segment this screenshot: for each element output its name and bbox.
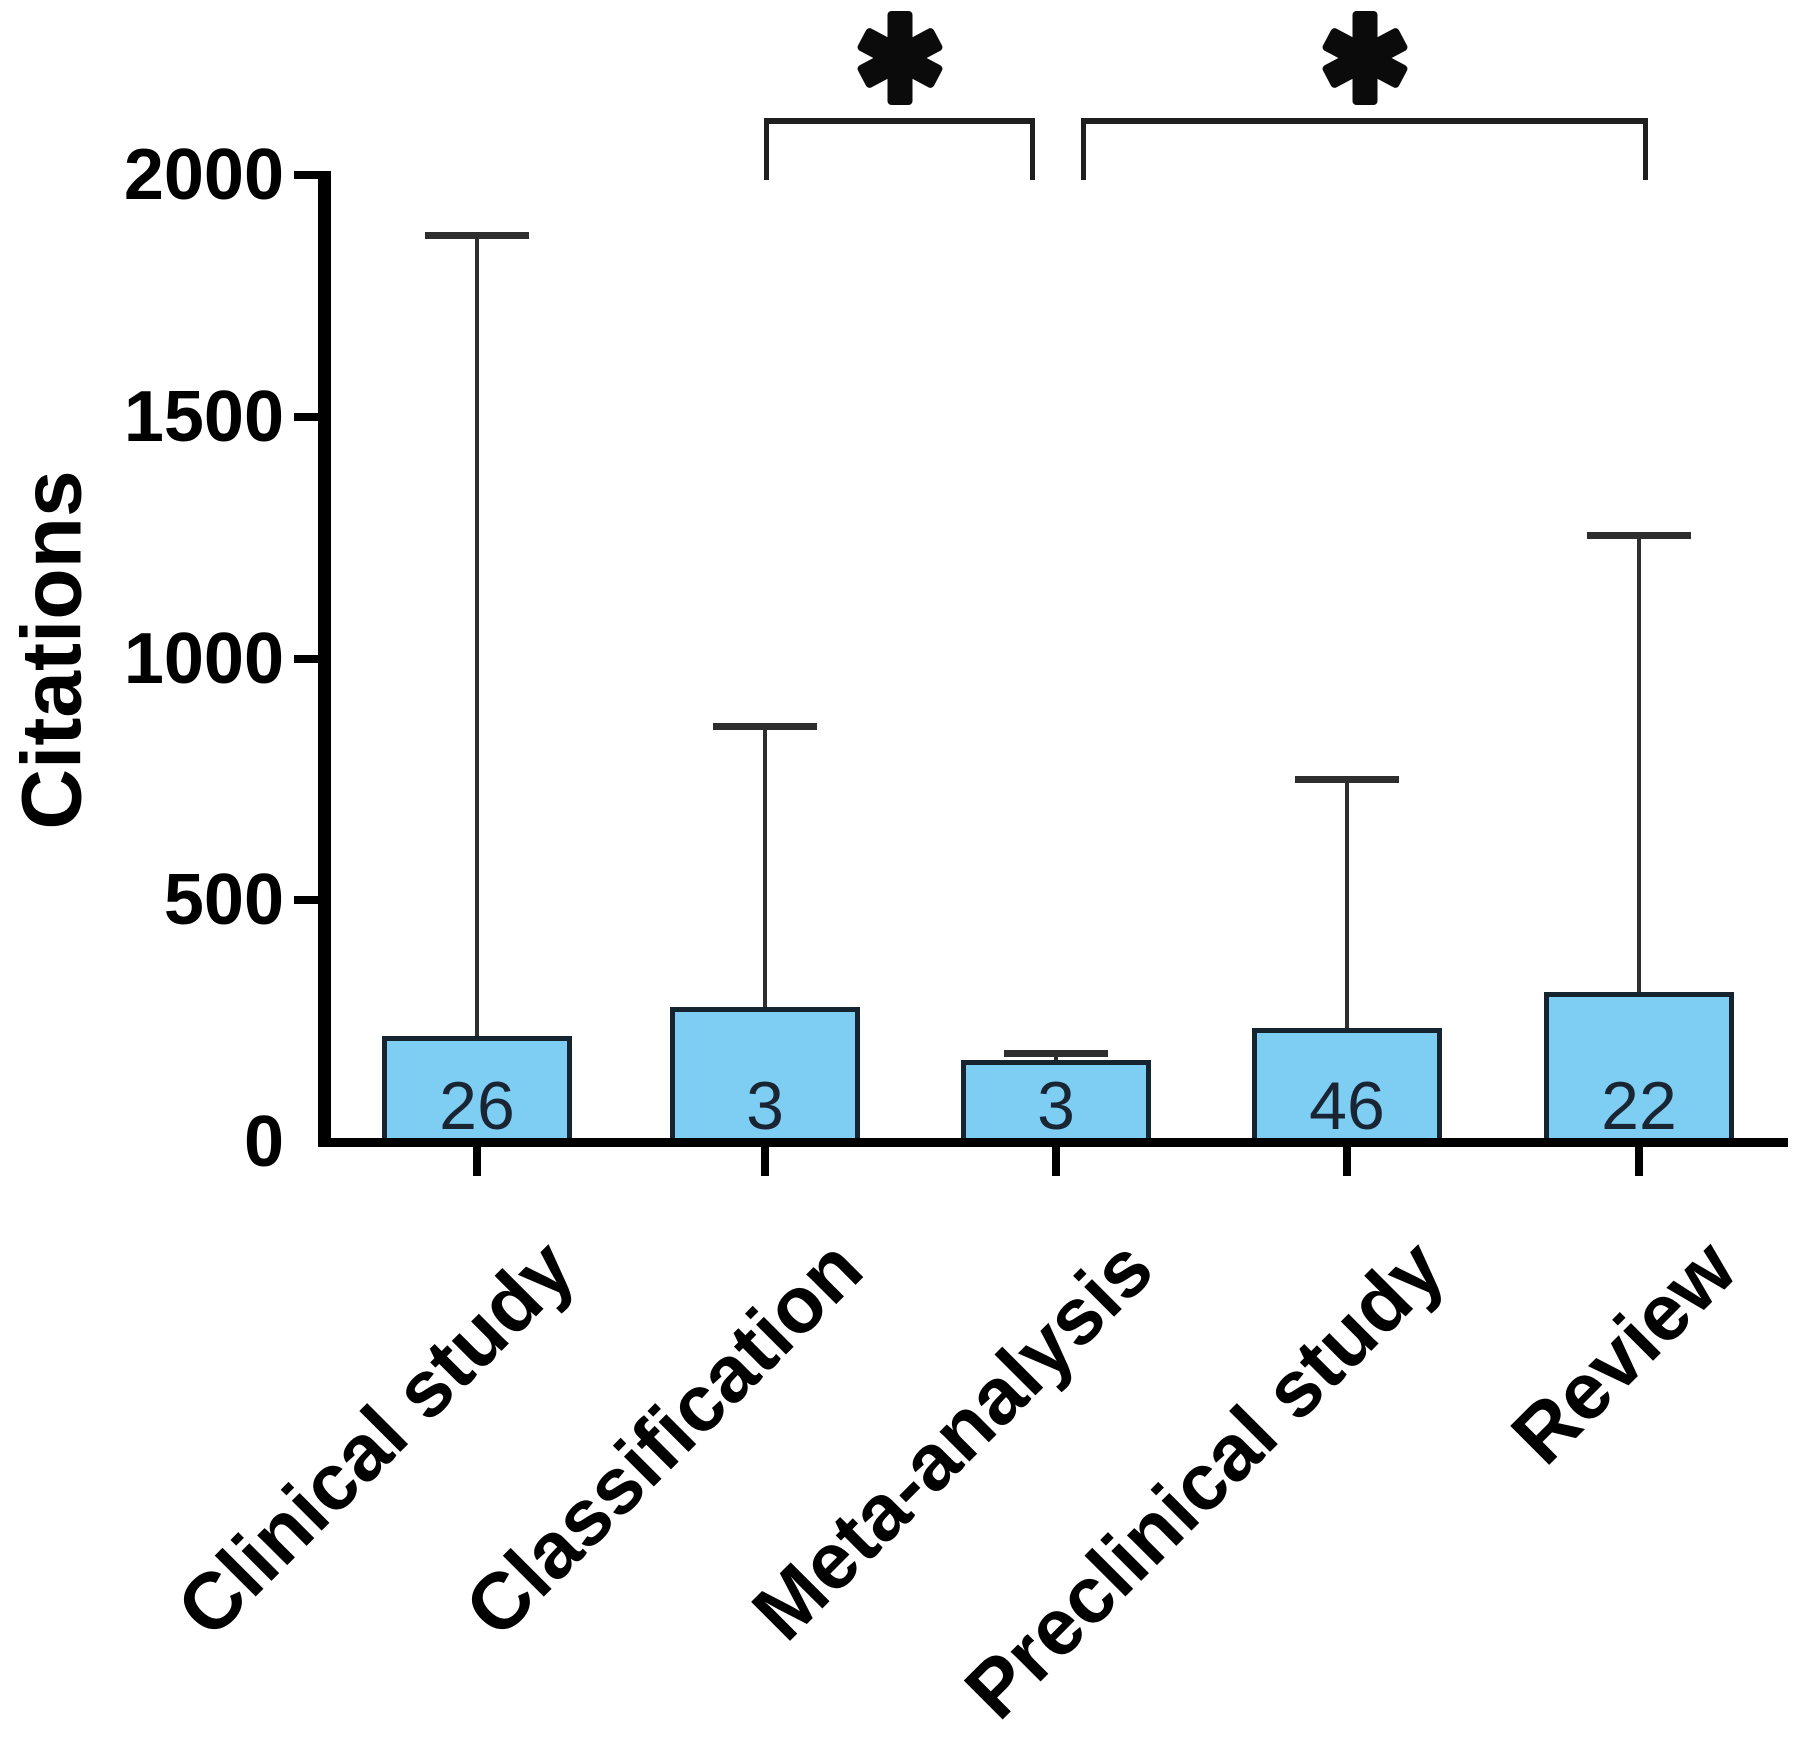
error-bar-stem-review <box>1637 535 1641 992</box>
bar-count-preclinical-study: 46 <box>1309 1068 1385 1144</box>
y-tick-1500 <box>294 413 331 421</box>
y-tick-label-2000: 2000 <box>123 135 284 215</box>
error-bar-stem-clinical-study <box>475 235 479 1036</box>
plot-area: 0 500 1000 1500 2000 26 Clinical study 3 Classif… <box>123 11 1788 1735</box>
bar-count-meta-analysis: 3 <box>1037 1068 1075 1144</box>
error-bar-stem-classification <box>763 726 767 1007</box>
bar-clinical-study <box>382 1036 572 1146</box>
x-tick-label-preclinical-study: Preclinical study <box>948 1222 1461 1736</box>
x-tick-preclinical-study <box>1343 1142 1351 1176</box>
significance-asterisk-meta-analysis-review <box>1317 11 1413 105</box>
y-tick-label-1500: 1500 <box>123 377 284 457</box>
citations-bar-chart-figure: Citations 0 500 1000 1500 2000 26 Clinical stu… <box>5 11 1788 1735</box>
significance-bracket-meta-analysis-review <box>1081 118 1648 180</box>
x-axis-line <box>318 1138 1788 1147</box>
bar-preclinical-study <box>1252 1028 1442 1146</box>
bar-count-review: 22 <box>1601 1068 1677 1144</box>
error-bar-cap-preclinical-study <box>1295 776 1399 783</box>
x-tick-classification <box>761 1142 769 1176</box>
x-tick-clinical-study <box>473 1142 481 1176</box>
x-tick-meta-analysis <box>1052 1142 1060 1176</box>
bar-count-classification: 3 <box>746 1068 784 1144</box>
error-bar-stem-preclinical-study <box>1345 779 1349 1028</box>
x-tick-label-review: Review <box>1494 1222 1753 1481</box>
x-tick-review <box>1635 1142 1643 1176</box>
y-tick-label-500: 500 <box>163 860 284 940</box>
y-tick-2000 <box>294 171 331 179</box>
y-tick-label-1000: 1000 <box>123 619 284 699</box>
y-tick-1000 <box>294 655 331 663</box>
significance-asterisk-classification-meta-analysis <box>852 11 948 105</box>
bar-review <box>1544 992 1734 1146</box>
error-bar-cap-meta-analysis <box>1004 1050 1108 1057</box>
error-bar-cap-review <box>1587 532 1691 539</box>
bar-count-clinical-study: 26 <box>439 1068 515 1144</box>
y-tick-500 <box>294 896 331 904</box>
significance-bracket-classification-meta-analysis <box>764 118 1035 180</box>
y-tick-label-0: 0 <box>243 1102 284 1182</box>
error-bar-cap-classification <box>713 723 817 730</box>
bar-classification <box>670 1007 860 1146</box>
y-axis-line <box>318 171 331 1147</box>
error-bar-cap-clinical-study <box>425 232 529 239</box>
bar-meta-analysis <box>961 1060 1151 1146</box>
